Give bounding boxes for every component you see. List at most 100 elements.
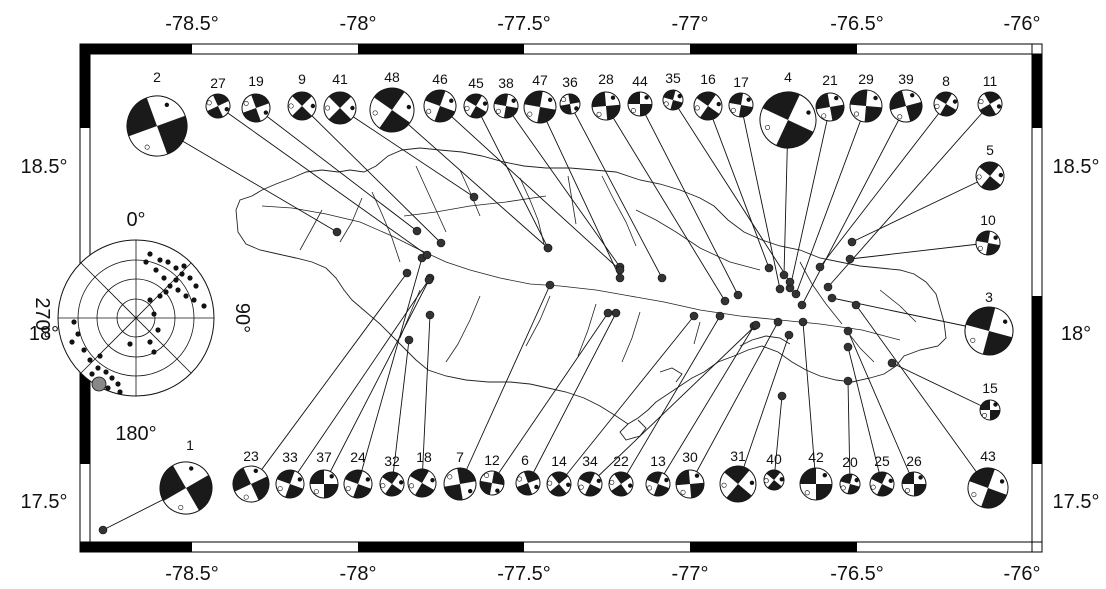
epicenter-dot [843,376,853,386]
event-number-label: 10 [980,212,996,228]
p-axis-dot [976,174,982,180]
focal-mechanism-beachball [343,469,373,499]
focal-mechanism-beachball [379,471,405,497]
epicenter-dot [775,284,785,294]
event-number-label: 33 [282,449,298,465]
stereonet-point [117,389,123,395]
focal-mechanism-beachball [693,91,723,121]
t-axis-dot [566,482,571,488]
event-number-label: 11 [983,73,998,89]
p-axis-dot [243,100,249,106]
epicenter-dot [845,254,855,264]
connector-line [323,279,430,485]
t-axis-dot [189,466,194,471]
connector-line [847,380,851,485]
stereonet-point [115,381,121,387]
event-number-label: 5 [986,142,994,158]
p-axis-dot [527,111,533,117]
connector-line [605,105,726,302]
stereonet-point [147,297,153,303]
p-axis-dot [288,103,294,109]
t-axis-dot [534,484,539,490]
longitude-labels-bottom: -78.5° -78° -77.5° -77° -76.5° -76° [165,563,1040,585]
stereonet-point [71,319,77,325]
p-axis-dot [547,480,553,486]
p-axis-dot [663,101,669,107]
t-axis-dot [406,104,412,110]
connector-line [156,125,338,233]
event-number-label: 47 [532,72,548,88]
frame-segment-dark [358,44,524,54]
lat-label-left: 17.5° [21,491,68,513]
t-axis-dot [574,106,579,111]
focal-mechanism-beachball [627,91,653,117]
event-number-label: 16 [700,71,716,87]
epicenter-dot [422,250,432,260]
p-axis-dot [970,337,976,343]
focal-mechanism-beachball [675,469,705,499]
event-number-label: 15 [982,380,998,396]
connector-line [657,325,755,485]
t-axis-dot [495,488,500,493]
event-number-label: 25 [874,453,890,469]
p-axis-dot [897,114,903,120]
focal-mechanism-beachball [232,465,270,503]
epicenter-dot [615,273,625,283]
epicenter-dot [402,268,412,278]
event-number-label: 37 [316,449,332,465]
epicenter-dot [823,282,833,292]
epicenter-dot [764,263,774,273]
p-axis-dot [804,490,810,496]
event-number-label: 7 [456,449,464,465]
p-axis-dot [517,476,523,482]
focal-mechanism-beachball [979,399,1001,421]
event-number-label: 48 [384,69,400,85]
p-axis-dot [372,110,378,116]
p-axis-dot [904,488,910,494]
t-axis-dot [996,104,1002,109]
connector-line [789,106,831,289]
connector-line [855,304,989,489]
latitude-labels-left: 18.5° 18° 17.5° [21,156,68,513]
focal-mechanism-beachball [967,467,1009,509]
longitude-labels-top: -78.5° -78° -77.5° -77° -76.5° -76° [165,13,1040,35]
event-number-label: 46 [432,71,448,87]
stereonet-point [165,259,171,265]
event-number-label: 35 [665,70,681,86]
t-axis-dot [511,98,516,103]
lon-label-top: -77° [672,13,709,35]
stereonet-point [201,303,207,309]
connector-line [391,109,549,249]
epicenter-dot [404,335,414,345]
focal-mechanism-beachball [977,91,1003,117]
epicenter-dot [843,342,853,352]
stereonet-point [173,265,179,271]
stereonet-point [157,293,163,299]
focal-mechanism-beachball [479,470,505,496]
event-number-label: 40 [766,451,782,467]
t-axis-dot [993,402,998,407]
connector-line [891,362,991,411]
event-number-label: 12 [484,452,500,468]
p-axis-dot [680,489,686,495]
p-axis-dot [484,472,490,478]
event-number-label: 43 [980,448,996,464]
lon-label-bottom: -76° [1004,563,1041,585]
event-number-label: 22 [613,453,629,469]
stereonet-point [167,283,173,289]
p-axis-dot [870,484,876,490]
t-axis-dot [449,98,454,103]
stereonet-point [105,385,111,391]
stereonet-north-label: 0° [126,209,145,231]
focal-mechanism-beachball [662,89,684,111]
p-axis-dot [380,483,386,489]
connector-line [391,339,410,485]
stereonet-point [181,263,187,269]
map-frame [79,43,1043,553]
p-axis-dot [765,124,771,130]
focal-mechanism-beachball [759,91,817,149]
focal-mechanism-beachball [126,95,188,157]
t-axis-dot [854,477,859,483]
p-axis-dot [730,107,736,113]
